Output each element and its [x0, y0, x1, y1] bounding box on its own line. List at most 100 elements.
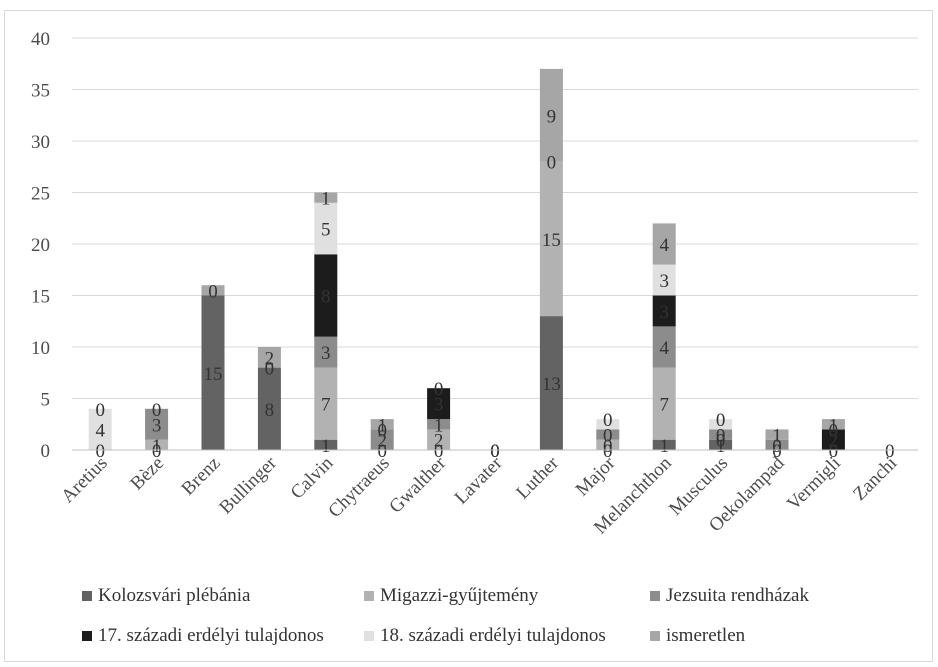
- data-label: 2: [434, 431, 444, 452]
- y-tick-label: 0: [41, 441, 51, 462]
- bar-segment: [765, 439, 789, 450]
- y-tick-label: 15: [31, 287, 50, 308]
- bar-segment: [427, 388, 451, 420]
- y-tick-label: 10: [31, 338, 50, 359]
- bar-segment: [145, 408, 169, 440]
- bar-segment: [596, 429, 620, 440]
- data-label: 7: [659, 395, 669, 416]
- bar-segment: [709, 429, 733, 440]
- bar-segment: [652, 295, 676, 327]
- x-tick-label: Bèze: [126, 453, 168, 495]
- data-label: 1: [434, 415, 444, 436]
- bar-segment: [427, 419, 451, 430]
- bar-segment: [765, 429, 789, 440]
- data-label: 8: [265, 400, 275, 421]
- bar-segment: [145, 439, 169, 450]
- bar-segment: [370, 429, 394, 450]
- bar-segment: [314, 439, 338, 450]
- data-label: 0: [377, 420, 387, 441]
- x-tick-label: Gwalther: [385, 452, 450, 517]
- bar-segment: [596, 419, 620, 430]
- chart-frame: [4, 10, 933, 662]
- data-label: 0: [772, 441, 782, 462]
- data-label: 0: [95, 441, 105, 462]
- data-label: 0: [490, 441, 500, 462]
- bar-segment: [539, 316, 563, 450]
- data-label: 2: [829, 431, 839, 452]
- data-label: 0: [152, 400, 162, 421]
- bar-segment: [652, 326, 676, 368]
- data-label: 1: [152, 436, 162, 457]
- bar-segment: [709, 439, 733, 450]
- bar-segment: [201, 285, 225, 296]
- data-label: 3: [659, 302, 669, 323]
- data-label: 0: [208, 281, 218, 302]
- data-label: 1: [377, 415, 387, 436]
- data-label: 2: [377, 431, 387, 452]
- data-label: 0: [829, 420, 839, 441]
- x-tick-label: Brenz: [178, 453, 225, 500]
- data-label: 0: [265, 359, 275, 380]
- x-tick-label: Chytraeus: [324, 453, 393, 522]
- bar-segment: [201, 295, 225, 450]
- data-label: 8: [321, 287, 331, 308]
- data-label: 1: [829, 415, 839, 436]
- data-label: 0: [716, 431, 726, 452]
- x-tick-label: Vermigli: [783, 453, 845, 515]
- y-tick-label: 30: [31, 132, 50, 153]
- data-label: 0: [829, 441, 839, 462]
- x-tick-label: Zanchi: [849, 453, 901, 505]
- bar-segment: [314, 367, 338, 440]
- x-tick-label: Aretius: [57, 453, 111, 507]
- data-label: 0: [434, 379, 444, 400]
- data-label: 1: [716, 436, 726, 457]
- bar-segment: [652, 367, 676, 440]
- data-label: 3: [152, 415, 162, 436]
- bar-segment: [314, 254, 338, 337]
- data-label: 0: [377, 441, 387, 462]
- y-tick-label: 5: [41, 390, 51, 411]
- data-label: 0: [603, 436, 613, 457]
- data-label: 0: [603, 426, 613, 447]
- data-label: 0: [716, 426, 726, 447]
- data-label: 1: [321, 436, 331, 457]
- data-label: 5: [321, 220, 331, 241]
- data-label: 3: [659, 271, 669, 292]
- bar-segment: [652, 223, 676, 265]
- bar-segment: [821, 429, 845, 450]
- bar-segment: [370, 419, 394, 430]
- data-label: 0: [885, 441, 895, 462]
- data-label: 0: [772, 436, 782, 457]
- data-label: 15: [542, 230, 561, 251]
- bar-segment: [257, 367, 281, 450]
- data-label: 0: [152, 441, 162, 462]
- data-label: 4: [659, 338, 669, 359]
- x-tick-label: Luther: [512, 452, 563, 503]
- data-label: 4: [95, 420, 105, 441]
- data-label: 0: [603, 441, 613, 462]
- data-label: 4: [659, 235, 669, 256]
- bar-segment: [596, 439, 620, 450]
- data-label: 9: [547, 106, 557, 127]
- data-label: 1: [321, 189, 331, 210]
- x-tick-label: Major: [572, 452, 620, 500]
- data-label: 13: [542, 374, 561, 395]
- y-tick-label: 25: [31, 184, 50, 205]
- bar-segment: [539, 161, 563, 317]
- data-label: 0: [603, 410, 613, 431]
- x-tick-label: Lavater: [451, 452, 507, 508]
- x-tick-label: Bullinger: [215, 452, 281, 518]
- bar-segment: [314, 336, 338, 368]
- bar-segment: [709, 419, 733, 430]
- bar-segment: [257, 347, 281, 368]
- data-label: 7: [321, 395, 331, 416]
- bar-segment: [652, 264, 676, 296]
- data-label: 0: [434, 441, 444, 462]
- bar-segment: [314, 192, 338, 203]
- bar-segment: [539, 68, 563, 162]
- y-tick-label: 35: [31, 81, 50, 102]
- y-tick-label: 20: [31, 235, 50, 256]
- data-label: 1: [659, 436, 669, 457]
- bar-segment: [314, 202, 338, 255]
